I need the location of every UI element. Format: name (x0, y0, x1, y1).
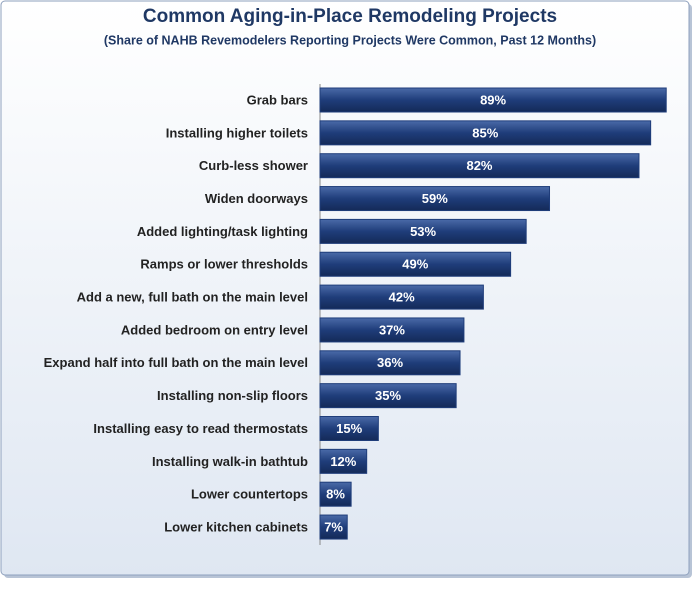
bar (319, 186, 551, 212)
category-label: Expand half into full bath on the main l… (44, 355, 308, 370)
value-label: 35% (375, 388, 401, 403)
value-label: 49% (402, 257, 428, 272)
bar (319, 481, 352, 507)
category-label: Installing walk-in bathtub (152, 454, 308, 469)
bar (319, 153, 640, 179)
bar (319, 350, 461, 376)
bar (319, 383, 457, 409)
value-label: 89% (480, 92, 506, 107)
category-label: Lower countertops (191, 487, 308, 502)
bar (319, 120, 652, 146)
category-label: Ramps or lower thresholds (140, 257, 308, 272)
bar (319, 317, 465, 343)
bar (319, 514, 348, 540)
bar (319, 251, 512, 277)
category-label: Lower kitchen cabinets (164, 519, 308, 534)
category-label: Installing easy to read thermostats (93, 421, 308, 436)
chart-title: Common Aging-in-Place Remodeling Project… (143, 6, 557, 27)
category-label: Added lighting/task lighting (137, 224, 308, 239)
category-label: Add a new, full bath on the main level (77, 290, 308, 305)
value-label: 37% (379, 322, 405, 337)
chart-subtitle: (Share of NAHB Revemodelers Reporting Pr… (104, 33, 596, 47)
value-label: 15% (336, 421, 362, 436)
value-label: 59% (422, 191, 448, 206)
value-label: 85% (472, 125, 498, 140)
bar (319, 218, 527, 244)
bar (319, 87, 667, 113)
category-label: Curb-less shower (199, 158, 308, 173)
value-label: 36% (377, 355, 403, 370)
bar (319, 416, 379, 441)
category-label: Added bedroom on entry level (121, 322, 308, 337)
value-label: 12% (330, 454, 356, 469)
category-label: Installing non-slip floors (157, 388, 308, 403)
value-label: 42% (389, 290, 415, 305)
value-label: 7% (324, 519, 343, 534)
bar (319, 448, 368, 474)
bar (319, 284, 484, 310)
category-label: Installing higher toilets (166, 125, 308, 140)
category-label: Widen doorways (205, 191, 308, 206)
value-label: 82% (466, 158, 492, 173)
category-label: Grab bars (247, 92, 308, 107)
value-label: 53% (410, 224, 436, 239)
value-label: 8% (326, 487, 345, 502)
